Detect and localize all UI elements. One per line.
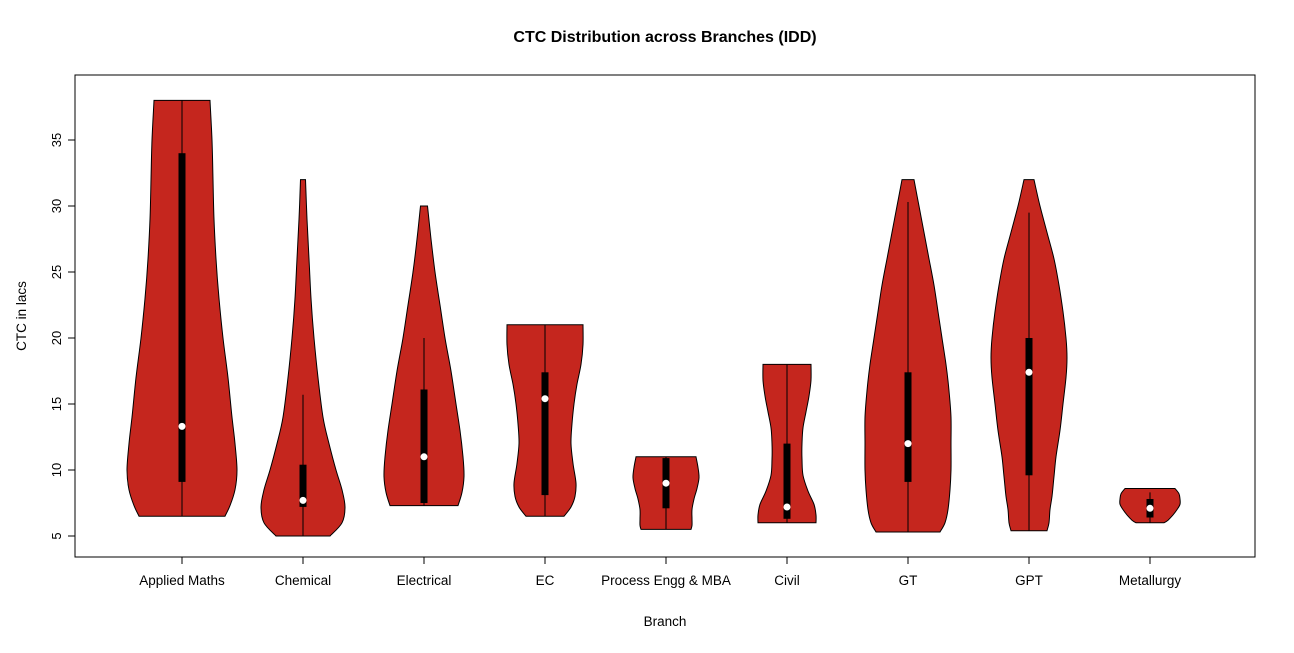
median-dot — [1146, 504, 1154, 512]
violin-metallurgy — [1119, 488, 1181, 524]
median-dot — [783, 503, 791, 511]
y-axis-label: CTC in lacs — [14, 281, 29, 351]
chart-title: CTC Distribution across Branches (IDD) — [513, 29, 816, 46]
iqr-box — [1025, 338, 1033, 476]
violin-gpt — [990, 179, 1068, 532]
iqr-box — [783, 443, 791, 519]
median-dot — [662, 479, 670, 487]
plot-border — [74, 74, 1256, 558]
y-tick-label: 35 — [49, 133, 64, 147]
x-axis-label: Branch — [644, 614, 687, 629]
violin-shape — [260, 179, 346, 537]
category-label: GPT — [1015, 573, 1043, 588]
median-dot — [178, 422, 186, 430]
category-label: Chemical — [275, 573, 331, 588]
category-label: Metallurgy — [1119, 573, 1182, 588]
iqr-box — [420, 389, 428, 503]
violin-gt — [864, 179, 952, 533]
category-label: EC — [536, 573, 555, 588]
category-label: Process Engg & MBA — [601, 573, 731, 588]
iqr-box — [541, 372, 549, 496]
median-dot — [299, 496, 307, 504]
median-dot — [420, 453, 428, 461]
y-tick-label: 15 — [49, 397, 64, 411]
iqr-box — [299, 464, 307, 507]
category-label: Electrical — [397, 573, 452, 588]
y-tick-label: 30 — [49, 199, 64, 213]
median-dot — [904, 440, 912, 448]
violin-chemical — [260, 179, 346, 537]
violin-civil — [757, 363, 817, 524]
violin-process-engg-mba — [632, 456, 700, 530]
iqr-box — [178, 153, 186, 482]
y-tick-label: 10 — [49, 463, 64, 477]
median-dot — [1025, 368, 1033, 376]
median-dot — [541, 395, 549, 403]
violin-applied-maths — [126, 99, 238, 517]
category-label: Applied Maths — [139, 573, 225, 588]
category-label: GT — [899, 573, 918, 588]
y-tick-label: 25 — [49, 265, 64, 279]
y-tick-label: 5 — [49, 532, 64, 539]
iqr-box — [904, 372, 912, 482]
y-tick-label: 20 — [49, 331, 64, 345]
category-label: Civil — [774, 573, 800, 588]
violin-ec — [506, 324, 584, 517]
violin-electrical — [383, 205, 465, 507]
